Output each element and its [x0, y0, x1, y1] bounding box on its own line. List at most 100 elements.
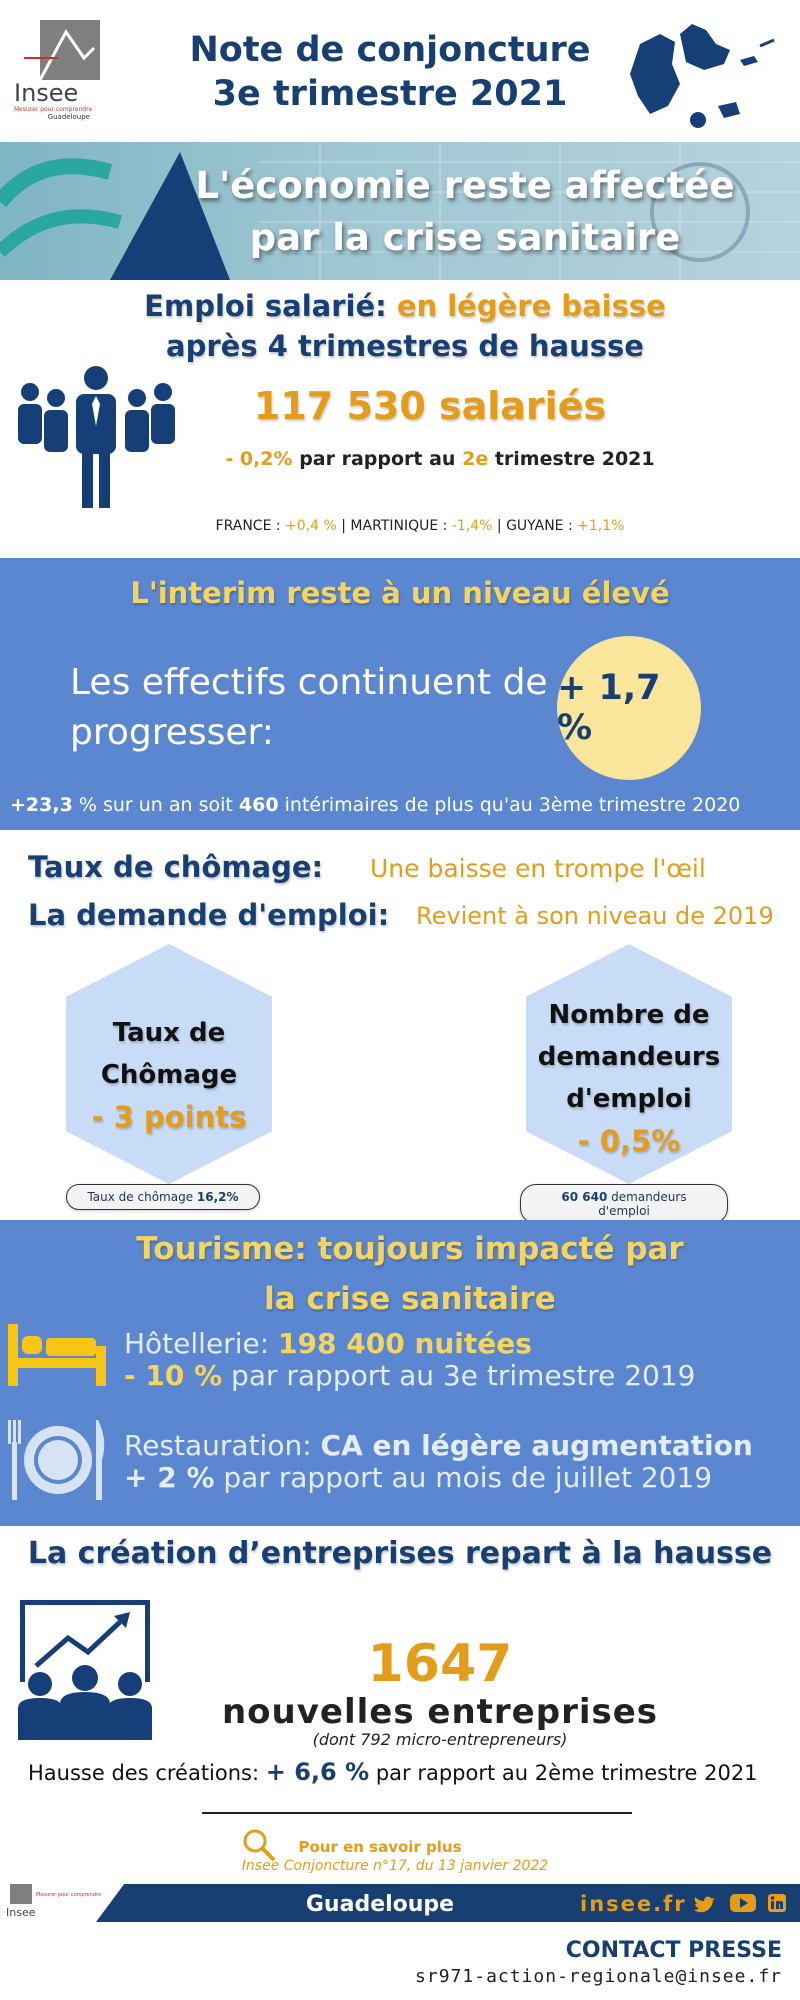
more-info: Pour en savoir plus Insee Conjoncture n°…	[0, 1826, 800, 1882]
hotel-value: 198 400 nuitées	[278, 1327, 532, 1360]
cmp-guyane-value: +1,1%	[577, 518, 625, 534]
entreprises-note: (dont 792 micro-entrepreneurs)	[312, 1730, 568, 1749]
business-growth-icon	[18, 1600, 152, 1740]
linkedin-icon[interactable]	[768, 1894, 786, 1912]
hex-demandeurs: Nombre de demandeurs d'emploi - 0,5%	[526, 944, 732, 1184]
cmp-france-label: FRANCE :	[215, 518, 281, 534]
tourisme-title: Tourisme: toujours impacté par la crise …	[60, 1220, 760, 1324]
logo-region: Guadeloupe	[47, 113, 90, 121]
more-title: Pour en savoir plus	[298, 1838, 462, 1856]
hex2-line2: demandeurs	[537, 1042, 721, 1072]
footer-logo-tagline: Mesurer pour comprendre	[36, 1892, 102, 1898]
hotel-line: Hôtellerie: 198 400 nuitées - 10 % par r…	[124, 1328, 794, 1392]
hausse-value: + 6,6 %	[265, 1758, 370, 1786]
cmp-guyane-label: GUYANE :	[506, 518, 573, 534]
cmp-martinique-label: MARTINIQUE :	[350, 518, 448, 534]
page-title: Note de conjoncture 3e trimestre 2021	[150, 28, 630, 116]
title-line1: Note de conjoncture	[189, 30, 591, 70]
hex2-value: - 0,5%	[577, 1124, 681, 1158]
magnifier-icon	[243, 1829, 276, 1862]
pill1-value: 16,2%	[196, 1190, 239, 1204]
entreprises-title: La création d’entreprises repart à la ha…	[27, 1536, 773, 1571]
logo-word: Insee	[14, 79, 79, 107]
employees-variation: - 0,2% par rapport au 2e trimestre 2021	[160, 448, 720, 470]
pill-demandeurs: 60 640 demandeurs d'emploi	[520, 1184, 728, 1224]
employees-count: 117 530 salariés	[253, 384, 607, 428]
entreprises-hausse: Hausse des créations: + 6,6 % par rappor…	[28, 1758, 800, 1786]
interim-foot-c: 460	[238, 794, 279, 816]
banner-line2: par la crise sanitaire	[249, 216, 681, 259]
insee-logo: Insee Mesurer pour comprendre Guadeloupe	[14, 18, 104, 133]
banner: L'économie reste affectée par la crise s…	[0, 142, 800, 280]
resto-label: Restauration:	[124, 1429, 312, 1462]
plate-cutlery-icon	[8, 1420, 105, 1500]
banner-title: L'économie reste affectée par la crise s…	[150, 160, 780, 264]
emploi-section: Emploi salarié: en légère baisse après 4…	[0, 280, 800, 558]
interim-section: L'interim reste à un niveau élevé Les ef…	[0, 558, 800, 830]
tourisme-title-line2: la crise sanitaire	[264, 1281, 556, 1317]
contact-email[interactable]: sr971-action-regionale@insee.fr	[415, 1966, 782, 1987]
variation-quarter: 2e	[462, 448, 489, 470]
twitter-icon[interactable]	[694, 1895, 716, 1913]
hex2-line1: Nombre de	[548, 1000, 710, 1030]
pill1-label: Taux de chômage	[87, 1190, 194, 1204]
interim-text-line1: Les effectifs continuent de	[70, 662, 548, 703]
pill2-value: 60 640	[561, 1190, 608, 1204]
variation-mid: par rapport au	[299, 448, 456, 470]
chomage-row1: Taux de chômage: Une baisse en trompe l'…	[28, 850, 788, 884]
bed-icon	[8, 1324, 106, 1386]
pill2-label: demandeurs d'emploi	[598, 1190, 687, 1218]
resto-variation: + 2 %	[124, 1461, 215, 1494]
hex1-line2: Chômage	[100, 1060, 238, 1090]
footer-bar: Insee Mesurer pour comprendre Guadeloupe…	[0, 1884, 800, 1922]
hotel-label: Hôtellerie:	[124, 1327, 270, 1360]
interim-badge: + 1,7 %	[557, 636, 701, 780]
pill-taux-chomage: Taux de chômage 16,2%	[66, 1184, 260, 1210]
emploi-title: Emploi salarié: en légère baisse après 4…	[60, 286, 750, 366]
footer-logo-mark	[10, 1884, 32, 1904]
youtube-icon[interactable]	[730, 1894, 756, 1912]
interim-foot-d: intérimaires de plus qu'au 3ème trimestr…	[284, 794, 741, 816]
hex1-value: - 3 points	[91, 1100, 247, 1134]
footer-region: Guadeloupe	[305, 1892, 455, 1917]
banner-line1: L'économie reste affectée	[195, 164, 735, 207]
more-link[interactable]: Insee Conjoncture n°17, du 13 janvier 20…	[241, 1858, 549, 1874]
resto-line: Restauration: CA en légère augmentation …	[124, 1430, 800, 1494]
interim-foot-b: % sur un an soit	[78, 794, 233, 816]
hex2-line3: d'emploi	[566, 1084, 692, 1114]
hausse-label: Hausse des créations:	[28, 1761, 260, 1785]
hex1-line1: Taux de	[112, 1018, 226, 1048]
emploi-title-b: en légère baisse	[396, 289, 666, 323]
tourisme-title-line1: Tourisme: toujours impacté par	[136, 1231, 684, 1267]
logo-tagline: Mesurer pour comprendre	[14, 106, 93, 113]
cmp-france-value: +0,4 %	[285, 518, 337, 534]
chomage-value: Une baisse en trompe l'œil	[370, 854, 706, 883]
entreprises-section: La création d’entreprises repart à la ha…	[0, 1526, 800, 1886]
cmp-martinique-value: -1,4%	[451, 518, 493, 534]
footer-site-link[interactable]: insee.fr	[580, 1892, 687, 1916]
interim-text: Les effectifs continuent de progresser:	[70, 658, 550, 758]
variation-value: - 0,2%	[225, 448, 293, 470]
tourisme-section: Tourisme: toujours impacté par la crise …	[0, 1220, 800, 1526]
interim-text-line2: progresser:	[70, 712, 274, 753]
hotel-variation: - 10 %	[124, 1359, 223, 1392]
insee-logo-mark	[24, 20, 100, 81]
footer-logo: Insee Mesurer pour comprendre	[6, 1884, 101, 1922]
resto-rest: par rapport au mois de juillet 2019	[223, 1461, 713, 1494]
employees-group-icon	[18, 366, 175, 508]
header: Insee Mesurer pour comprendre Guadeloupe…	[0, 0, 800, 142]
interim-footnote: +23,3 % sur un an soit 460 intérimaires …	[10, 794, 800, 816]
title-line2: 3e trimestre 2021	[212, 74, 568, 114]
chomage-row2: La demande d'emploi: Revient à son nivea…	[28, 898, 798, 932]
chomage-label: Taux de chômage:	[28, 850, 324, 884]
interim-badge-value: + 1,7 %	[557, 668, 661, 748]
banner-background-art	[0, 142, 800, 280]
regional-comparison: FRANCE : +0,4 % | MARTINIQUE : -1,4% | G…	[215, 518, 625, 534]
hausse-rest: par rapport au 2ème trimestre 2021	[375, 1761, 758, 1785]
variation-end: trimestre 2021	[494, 448, 655, 470]
entreprises-sub: nouvelles entreprises	[221, 1692, 659, 1732]
demande-value: Revient à son niveau de 2019	[416, 902, 774, 930]
emploi-title-line2: après 4 trimestres de hausse	[166, 329, 644, 363]
footer-logo-word: Insee	[6, 1906, 36, 1919]
interim-foot-a: +23,3	[10, 794, 73, 816]
